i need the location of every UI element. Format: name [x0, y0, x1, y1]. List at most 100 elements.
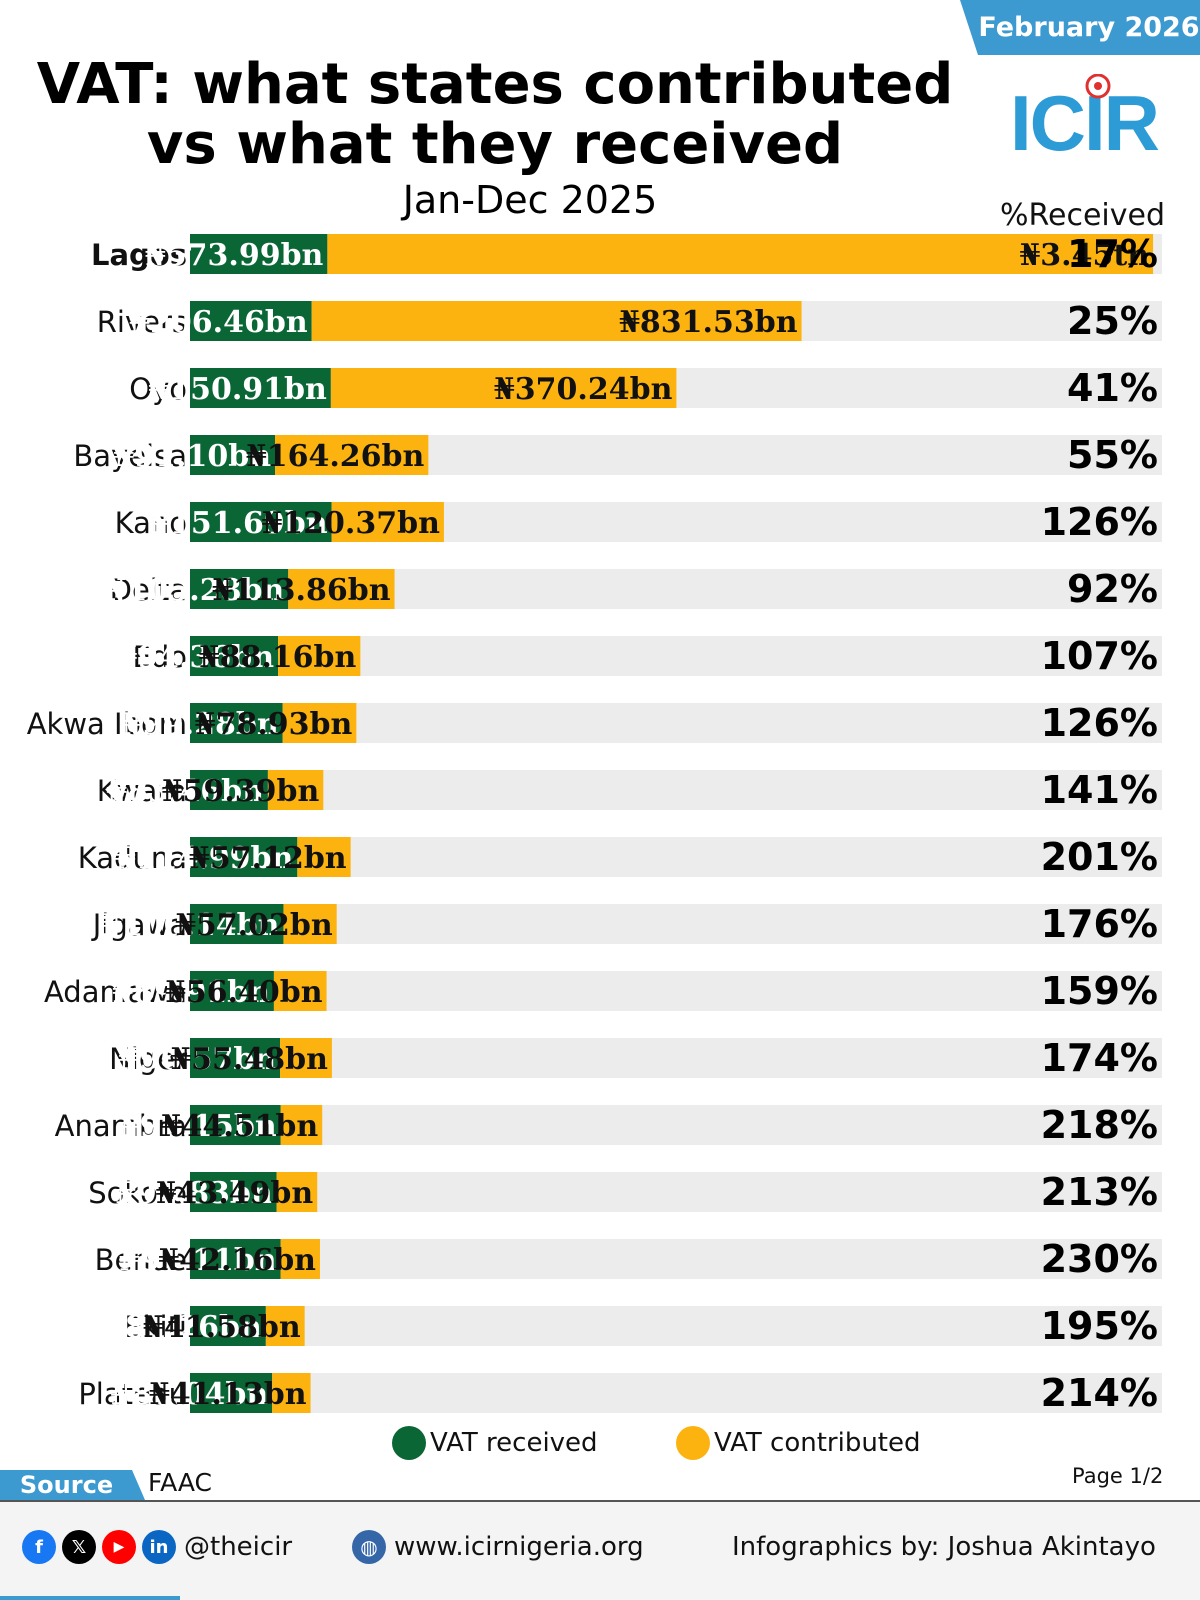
state-label: Rivers [97, 305, 187, 339]
title-line-1: VAT: what states contributed [36, 52, 954, 117]
percent-received-label: 174% [1041, 1036, 1158, 1080]
contributed-value-label: ₦120.37bn [261, 506, 440, 541]
received-value-label: ₦97.11bn [119, 1243, 277, 1278]
state-label: Akwa Ibom [27, 707, 187, 741]
percent-received-label: 176% [1041, 902, 1158, 946]
received-value-label: ₦114.99bn [115, 841, 294, 876]
received-value-label: ₦94.36bn [116, 640, 274, 675]
website-url[interactable]: www.icirnigeria.org [394, 1532, 644, 1562]
received-value-label: ₦105.28bn [106, 573, 285, 608]
state-label: Anambra [55, 1109, 187, 1143]
bar-contributed [272, 1373, 311, 1413]
state-label: Kano [115, 506, 187, 540]
state-label: Benue [95, 1243, 187, 1277]
received-value-label: ₦96.57bn [119, 1042, 277, 1077]
received-value-label: ₦89.91bn [112, 975, 270, 1010]
percent-received-label: 25% [1067, 299, 1158, 343]
legend-item-contributed: VAT contributed [676, 1426, 921, 1460]
bar-received [190, 502, 332, 542]
infographic-credit: Infographics by: Joshua Akintayo [732, 1532, 1156, 1562]
icir-logo: ICIR [1010, 74, 1161, 164]
logo-globe-icon [1085, 74, 1111, 99]
bar-contributed [327, 234, 1154, 274]
contributed-value-label: ₦55.48bn [170, 1042, 328, 1077]
bar-contributed [265, 1306, 305, 1346]
contributed-value-label: ₦42.16bn [158, 1243, 316, 1278]
contributed-value-label: ₦41.13bn [149, 1377, 307, 1412]
bar-track [190, 1239, 1162, 1279]
state-label: Lagos [91, 238, 187, 272]
contributed-value-label: ₦164.26bn [246, 439, 425, 474]
source-text: FAAC [148, 1468, 213, 1497]
bar-received [190, 837, 298, 877]
facebook-icon[interactable]: f [22, 1530, 56, 1564]
received-value-label: ₦99.28bn [121, 707, 279, 742]
website-link[interactable]: ◍ www.icirnigeria.org [352, 1530, 644, 1564]
percent-received-label: 141% [1041, 768, 1158, 812]
bar-received [190, 971, 274, 1011]
bar-contributed [280, 1239, 320, 1279]
bar-contributed [311, 301, 802, 341]
bar-received [190, 1239, 281, 1279]
bar-received [190, 904, 284, 944]
bar-track [190, 1105, 1162, 1145]
percent-received-label: 92% [1067, 567, 1158, 611]
bar-track [190, 1038, 1162, 1078]
state-label: Kwara [97, 774, 187, 808]
bar-track [190, 1373, 1162, 1413]
date-badge: February 2026 [960, 0, 1200, 55]
contributed-value-label: ₦370.24bn [494, 372, 673, 407]
contributed-value-label: ₦44.51bn [161, 1109, 319, 1144]
contributed-value-label: ₦88.16bn [199, 640, 357, 675]
contributed-value-label: ₦59.39bn [162, 774, 320, 809]
contributed-value-label: ₦57.12bn [189, 841, 347, 876]
bar-contributed [288, 569, 395, 609]
received-value-label: ₦151.69bn [149, 506, 328, 541]
contributed-value-label: ₦57.02bn [175, 908, 333, 943]
received-value-label: ₦92.83bn [115, 1176, 273, 1211]
state-label: Bayelsa [73, 439, 187, 473]
received-value-label: ₦81.26bn [104, 1310, 262, 1345]
bar-contributed [330, 368, 677, 408]
bar-received [190, 1172, 277, 1212]
state-label: Adamawa [44, 975, 187, 1009]
bar-track [190, 1172, 1162, 1212]
contributed-value-label: ₦56.40bn [165, 975, 323, 1010]
x-icon[interactable]: 𝕏 [62, 1530, 96, 1564]
footer-divider [0, 1500, 1200, 1502]
percent-received-label: 107% [1041, 634, 1158, 678]
legend-swatch-received [392, 1426, 426, 1460]
chart-subtitle: Jan-Dec 2025 [402, 178, 658, 222]
bar-contributed [276, 1172, 318, 1212]
youtube-icon[interactable]: ▶ [102, 1530, 136, 1564]
received-value-label: ₦91.10bn [113, 439, 271, 474]
contributed-value-label: ₦43.49bn [156, 1176, 314, 1211]
state-label: Delta [110, 573, 187, 607]
bar-received [190, 1306, 266, 1346]
state-label: Ekiti [124, 1310, 187, 1344]
received-value-label: ₦573.99bn [145, 238, 324, 273]
contributed-value-label: ₦831.53bn [619, 305, 798, 340]
bar-contributed [280, 1038, 332, 1078]
percent-received-label: 17% [1067, 232, 1158, 276]
bar-received [190, 703, 283, 743]
logo-text: ICIR [1010, 79, 1159, 164]
bar-received [190, 569, 289, 609]
bar-track [190, 837, 1162, 877]
source-label: Source [0, 1470, 145, 1500]
percent-received-label: 213% [1041, 1170, 1158, 1214]
percent-received-label: 218% [1041, 1103, 1158, 1147]
percent-received-label: 201% [1041, 835, 1158, 879]
social-handle[interactable]: @theicir [184, 1532, 293, 1562]
bar-received [190, 368, 331, 408]
bar-received [190, 636, 279, 676]
bar-contributed [273, 971, 327, 1011]
contributed-value-label: ₦113.86bn [212, 573, 391, 608]
bar-received [190, 435, 276, 475]
contributed-value-label: ₦41.58bn [143, 1310, 301, 1345]
state-label: Kaduna [78, 841, 187, 875]
legend-swatch-contributed [676, 1426, 710, 1460]
linkedin-icon[interactable]: in [142, 1530, 176, 1564]
bar-track [190, 904, 1162, 944]
